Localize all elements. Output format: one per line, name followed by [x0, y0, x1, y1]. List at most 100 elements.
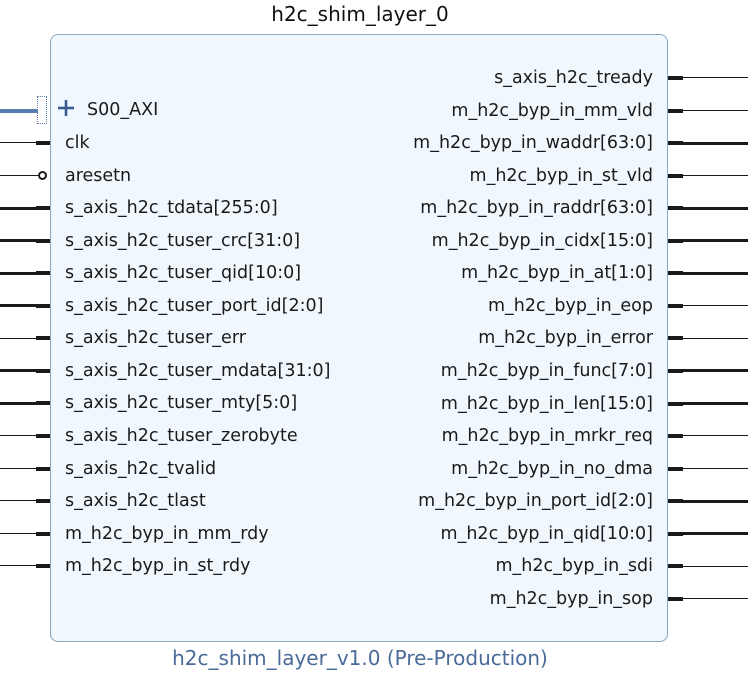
pin-stub: [36, 303, 50, 308]
pin-stub: [668, 76, 683, 80]
bus-pin-line[interactable]: [668, 499, 748, 503]
pin-stub: [36, 141, 50, 145]
pin-stub: [36, 206, 50, 211]
pin-stub: [668, 368, 683, 373]
pin-line[interactable]: [668, 598, 748, 600]
block-subtitle: h2c_shim_layer_v1.0 (Pre-Production): [172, 646, 548, 670]
pin-stub: [668, 108, 683, 113]
right-port-label[interactable]: m_h2c_byp_in_error: [478, 328, 653, 349]
bus-pin-line[interactable]: [0, 401, 50, 405]
left-port-label[interactable]: m_h2c_byp_in_mm_rdy: [65, 523, 269, 544]
interface-port-marker[interactable]: [37, 96, 47, 124]
pin-stub: [668, 434, 683, 439]
pin-stub: [668, 401, 683, 406]
bus-pin-line[interactable]: [668, 206, 748, 210]
inverted-pin-bubble: [38, 171, 47, 181]
bus-pin-line[interactable]: [668, 271, 748, 275]
pin-line[interactable]: [668, 337, 748, 339]
right-port-label[interactable]: m_h2c_byp_in_cidx[15:0]: [431, 230, 653, 251]
pin-line[interactable]: [0, 435, 50, 437]
bus-pin-line[interactable]: [0, 369, 50, 373]
pin-line[interactable]: [668, 565, 748, 567]
pin-line[interactable]: [668, 109, 748, 111]
pin-line[interactable]: [668, 305, 748, 307]
right-port-label[interactable]: m_h2c_byp_in_st_vld: [469, 165, 653, 186]
bus-pin-line[interactable]: [0, 271, 50, 275]
pin-stub: [36, 336, 50, 341]
left-port-label[interactable]: s_axis_h2c_tuser_mdata[31:0]: [65, 360, 331, 381]
pin-stub: [668, 303, 683, 308]
pin-stub: [668, 499, 683, 504]
right-port-label[interactable]: m_h2c_byp_in_waddr[63:0]: [413, 133, 653, 154]
left-port-label[interactable]: s_axis_h2c_tlast: [65, 491, 206, 512]
pin-stub: [668, 596, 683, 601]
pin-line[interactable]: [668, 467, 748, 469]
left-port-label[interactable]: aresetn: [65, 165, 132, 186]
ip-block-body[interactable]: [50, 34, 668, 642]
pin-stub: [36, 433, 50, 438]
right-port-label[interactable]: m_h2c_byp_in_func[7:0]: [440, 360, 653, 381]
pin-stub: [36, 401, 50, 406]
pin-stub: [36, 466, 50, 471]
pin-stub: [36, 564, 50, 569]
pin-stub: [668, 173, 683, 178]
left-port-label[interactable]: s_axis_h2c_tuser_err: [65, 328, 246, 349]
interface-label[interactable]: S00_AXI: [87, 100, 159, 120]
pin-stub: [668, 531, 683, 536]
left-port-label[interactable]: s_axis_h2c_tdata[255:0]: [65, 198, 278, 219]
right-port-label[interactable]: m_h2c_byp_in_sop: [489, 588, 653, 609]
right-port-label[interactable]: m_h2c_byp_in_mrkr_req: [441, 426, 653, 447]
right-port-label[interactable]: m_h2c_byp_in_at[1:0]: [461, 263, 653, 284]
pin-stub: [36, 531, 50, 536]
pin-line[interactable]: [0, 174, 38, 176]
pin-stub: [668, 238, 683, 243]
pin-stub: [36, 499, 50, 504]
right-port-label[interactable]: m_h2c_byp_in_eop: [487, 295, 653, 316]
pin-stub: [36, 271, 50, 276]
bus-pin-line[interactable]: [668, 369, 748, 373]
pin-line[interactable]: [0, 532, 50, 534]
left-port-label[interactable]: s_axis_h2c_tuser_crc[31:0]: [65, 230, 301, 251]
right-port-label[interactable]: m_h2c_byp_in_len[15:0]: [440, 393, 653, 414]
right-port-label[interactable]: s_axis_h2c_tready: [494, 68, 653, 88]
bus-pin-line[interactable]: [0, 239, 50, 243]
right-port-label[interactable]: m_h2c_byp_in_raddr[63:0]: [420, 198, 653, 219]
left-port-label[interactable]: m_h2c_byp_in_st_rdy: [65, 556, 251, 577]
left-port-label[interactable]: s_axis_h2c_tuser_port_id[2:0]: [65, 295, 324, 316]
bus-pin-line[interactable]: [0, 206, 50, 210]
left-port-label[interactable]: s_axis_h2c_tuser_qid[10:0]: [65, 263, 302, 284]
pin-line[interactable]: [668, 174, 748, 176]
pin-stub: [36, 238, 50, 243]
block-title: h2c_shim_layer_0: [271, 2, 449, 26]
pin-stub: [668, 336, 683, 341]
right-port-label[interactable]: m_h2c_byp_in_mm_vld: [451, 100, 653, 121]
bus-pin-line[interactable]: [668, 532, 748, 536]
pin-stub: [36, 368, 50, 373]
bus-pin-line[interactable]: [668, 141, 748, 145]
pin-stub: [668, 466, 683, 471]
pin-line[interactable]: [668, 77, 748, 79]
plus-icon[interactable]: [57, 99, 75, 117]
bus-pin-line[interactable]: [668, 239, 748, 243]
left-port-label[interactable]: s_axis_h2c_tuser_zerobyte: [65, 425, 298, 446]
bus-pin-line[interactable]: [668, 402, 748, 405]
pin-stub: [668, 141, 683, 146]
right-port-label[interactable]: m_h2c_byp_in_sdi: [495, 556, 653, 577]
pin-line[interactable]: [0, 337, 50, 339]
left-port-label[interactable]: s_axis_h2c_tuser_mty[5:0]: [65, 393, 298, 414]
pin-line[interactable]: [0, 142, 50, 144]
pin-line[interactable]: [0, 467, 50, 469]
pin-stub: [668, 564, 683, 569]
pin-line[interactable]: [668, 435, 748, 437]
pin-line[interactable]: [0, 500, 50, 502]
bus-pin-line[interactable]: [0, 304, 50, 308]
pin-stub: [668, 271, 683, 276]
right-port-label[interactable]: m_h2c_byp_in_qid[10:0]: [440, 523, 653, 544]
right-port-label[interactable]: m_h2c_byp_in_no_dma: [451, 458, 653, 479]
interface-connector-line[interactable]: [0, 109, 38, 113]
pin-stub: [668, 206, 683, 211]
left-port-label[interactable]: s_axis_h2c_tvalid: [65, 458, 217, 479]
pin-line[interactable]: [0, 565, 50, 567]
left-port-label[interactable]: clk: [65, 133, 90, 153]
right-port-label[interactable]: m_h2c_byp_in_port_id[2:0]: [418, 491, 653, 512]
